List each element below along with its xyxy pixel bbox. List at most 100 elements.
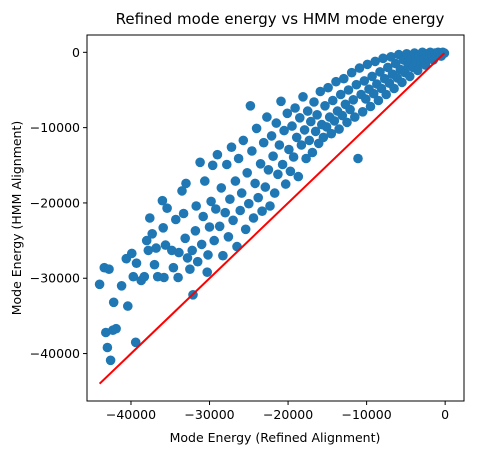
scatter-point-118 xyxy=(312,110,322,120)
scatter-point-3 xyxy=(102,342,113,353)
scatter-point-32 xyxy=(171,214,181,225)
scatter-point-22 xyxy=(149,259,160,270)
x-tick-label-0: −40000 xyxy=(106,407,156,422)
y-tick-label-0: 0 xyxy=(72,45,80,60)
scatter-point-107 xyxy=(295,113,305,123)
scatter-point-104 xyxy=(290,103,300,113)
scatter-point-78 xyxy=(248,213,259,223)
x-axis-label: Mode Energy (Refined Alignment) xyxy=(170,430,381,445)
scatter-point-8 xyxy=(111,323,121,334)
reference-line-segment xyxy=(98,52,446,385)
scatter-point-50 xyxy=(202,267,212,278)
scatter-point-120 xyxy=(315,86,326,97)
scatter-point-15 xyxy=(131,258,142,269)
scatter-point-76 xyxy=(245,101,256,111)
scatter-point-57 xyxy=(212,149,223,160)
scatter-point-40 xyxy=(185,264,195,275)
y-tick-label-1: −10000 xyxy=(30,120,80,135)
scatter-point-153 xyxy=(367,71,377,82)
scatter-point-39 xyxy=(182,253,193,263)
scatter-point-138 xyxy=(343,85,354,95)
x-tick-label-1: −30000 xyxy=(184,407,234,422)
scatter-point-28 xyxy=(160,240,171,250)
scatter-point-167 xyxy=(389,83,399,94)
scatter-point-89 xyxy=(266,131,277,141)
scatter-point-41 xyxy=(187,245,197,256)
scatter-point-37 xyxy=(180,233,190,244)
scatter-point-102 xyxy=(287,121,297,131)
scatter-point-114 xyxy=(306,116,316,127)
scatter-point-33 xyxy=(173,272,183,283)
scatter-point-45 xyxy=(192,256,203,267)
scatter-point-75 xyxy=(244,198,254,209)
scatter-point-129 xyxy=(329,116,340,126)
scatter-point-96 xyxy=(277,159,288,170)
scatter-point-128 xyxy=(328,95,338,106)
scatter-point-66 xyxy=(228,215,238,226)
scatter-point-92 xyxy=(271,118,282,128)
y-tick-label-4: −40000 xyxy=(30,346,80,361)
scatter-point-111 xyxy=(301,153,311,164)
scatter-point-74 xyxy=(242,168,252,178)
scatter-point-108 xyxy=(296,140,307,150)
scatter-point-148 xyxy=(359,76,370,86)
scatter-point-51 xyxy=(203,250,213,260)
scatter-point-122 xyxy=(318,132,329,143)
scatter-point-90 xyxy=(268,151,278,161)
scatter-point-139 xyxy=(345,104,355,115)
scatter-point-125 xyxy=(323,82,333,93)
scatter-point-95 xyxy=(276,96,286,107)
scatter-point-105 xyxy=(291,132,302,143)
scatter-point-132 xyxy=(334,124,344,134)
scatter-point-27 xyxy=(159,272,169,283)
scatter-point-19 xyxy=(143,245,154,256)
scatter-point-52 xyxy=(204,222,215,232)
scatter-point-17 xyxy=(139,271,150,282)
scatter-point-133 xyxy=(335,89,346,100)
scatter-point-29 xyxy=(162,203,172,213)
scatter-point-130 xyxy=(331,76,341,87)
scatter-point-135 xyxy=(339,73,349,84)
scatter-point-83 xyxy=(257,206,267,216)
scatter-point-34 xyxy=(174,247,184,258)
scatter-point-77 xyxy=(247,146,257,156)
scatter-point-56 xyxy=(211,204,221,214)
scatter-point-115 xyxy=(307,147,318,158)
scatter-point-4 xyxy=(104,264,114,275)
scatter-points xyxy=(94,47,450,366)
scatter-point-25 xyxy=(157,195,168,206)
scatter-point-61 xyxy=(220,207,230,218)
scatter-point-81 xyxy=(253,192,263,203)
chart-title: Refined mode energy vs HMM mode energy xyxy=(116,10,445,28)
y-tick-label-2: −20000 xyxy=(30,195,80,210)
scatter-point-72 xyxy=(238,135,249,146)
y-axis-ticks: 0 −10000 −20000 −30000 −40000 xyxy=(30,45,87,361)
scatter-point-48 xyxy=(198,211,208,222)
scatter-point-0 xyxy=(94,279,105,290)
scatter-point-162 xyxy=(381,89,392,100)
scatter-point-88 xyxy=(265,201,275,211)
scatter-point-79 xyxy=(250,178,260,189)
scatter-point-62 xyxy=(222,159,232,170)
scatter-point-93 xyxy=(273,169,283,180)
scatter-point-55 xyxy=(209,235,219,246)
scatter-point-20 xyxy=(145,213,155,223)
scatter-point-67 xyxy=(230,176,241,186)
scatter-point-44 xyxy=(191,201,201,211)
scatter-point-84 xyxy=(258,137,269,148)
scatter-point-9 xyxy=(116,281,127,291)
y-tick-label-3: −30000 xyxy=(30,271,80,286)
x-tick-label-4: 0 xyxy=(441,407,449,422)
scatter-point-7 xyxy=(108,297,119,308)
scatter-point-149 xyxy=(361,94,371,104)
scatter-point-11 xyxy=(123,301,133,311)
scatter-point-140 xyxy=(346,67,357,78)
scatter-point-152 xyxy=(365,101,376,112)
scatter-point-172 xyxy=(397,77,407,88)
scatter-point-112 xyxy=(302,106,313,116)
scatter-point-182 xyxy=(412,65,423,76)
scatter-point-80 xyxy=(251,123,262,134)
scatter-point-63 xyxy=(223,232,234,242)
scatter-point-46 xyxy=(195,157,205,168)
